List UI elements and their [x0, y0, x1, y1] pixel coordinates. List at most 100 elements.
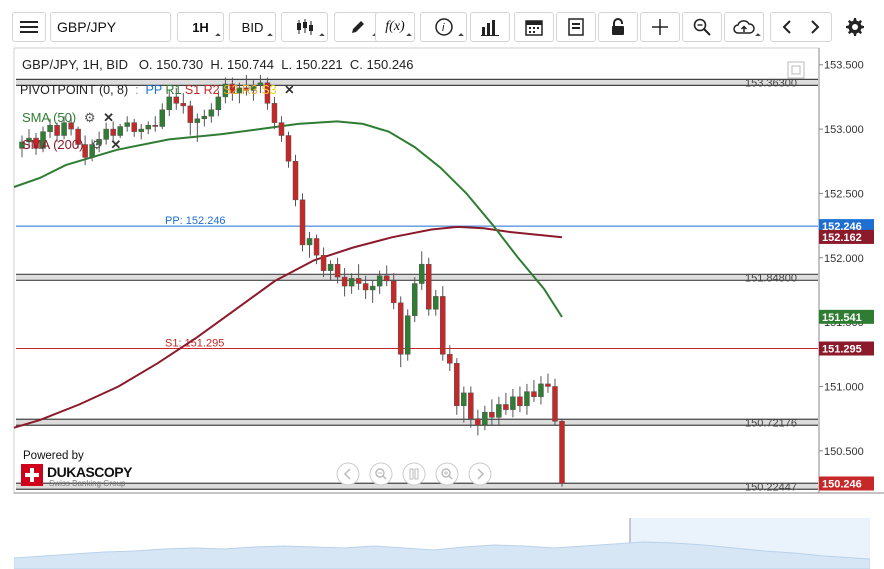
- candle-body: [103, 128, 109, 140]
- volume-button[interactable]: [470, 12, 510, 42]
- rewind-icon[interactable]: [336, 462, 360, 486]
- dukascopy-logo[interactable]: DUKASCOPY Swiss Banking Group: [21, 462, 141, 488]
- sma200-label: SMA (200): [22, 137, 84, 152]
- level-label: 151.84800: [745, 272, 797, 284]
- candle-body: [376, 275, 383, 287]
- info-icon: i: [434, 18, 453, 36]
- price-tick-label: 153.000: [824, 124, 864, 136]
- symbol-selector[interactable]: GBP/JPY: [50, 12, 171, 42]
- candle-body: [117, 126, 123, 136]
- candle-body: [40, 131, 46, 149]
- indicators-button[interactable]: f(x): [375, 12, 415, 42]
- cloud-button[interactable]: [724, 12, 764, 42]
- menu-button[interactable]: [12, 12, 46, 42]
- sma50-close-icon[interactable]: ✕: [103, 110, 114, 125]
- candle-body: [461, 392, 467, 407]
- level-label: 150.72176: [745, 417, 797, 429]
- sma50-line: [13, 120, 563, 318]
- candle-body: [433, 296, 439, 310]
- chevron-right-icon[interactable]: [809, 19, 821, 35]
- level-label: 153.36300: [745, 77, 797, 89]
- candle-body: [404, 315, 411, 355]
- bar-chart-icon: [481, 20, 499, 36]
- candle-body: [243, 87, 250, 91]
- candle-body: [538, 383, 544, 398]
- chevron-left-icon[interactable]: [781, 19, 793, 35]
- play-icon[interactable]: [468, 462, 492, 486]
- candle-body: [47, 124, 53, 132]
- zoom-button[interactable]: [682, 12, 722, 42]
- zoom-out-icon[interactable]: [369, 462, 393, 486]
- draw-button[interactable]: [334, 12, 381, 42]
- candle-body: [19, 141, 25, 149]
- candle-body: [89, 144, 95, 158]
- price-chart[interactable]: 153.36300 PP: 152.246 151.84800 S1: 151.295…: [0, 0, 884, 500]
- candle-body: [362, 283, 369, 291]
- close-value: C. 150.246: [349, 57, 414, 72]
- candle-body: [264, 82, 271, 104]
- candlestick-icon: [296, 19, 313, 35]
- candle-body: [180, 103, 187, 107]
- pivot-legend-item: S3: [261, 83, 281, 97]
- candle-body: [524, 391, 530, 407]
- level-band: [16, 79, 818, 86]
- powered-by-label: Powered by: [23, 450, 84, 462]
- candle-body: [82, 144, 88, 158]
- candle-body: [96, 139, 102, 145]
- ohlc-legend: GBP/JPY, 1H, BID O. 150.730 H. 150.744 L…: [22, 57, 414, 72]
- indicators-label: f(x): [385, 19, 405, 34]
- price-tag-label: 152.162: [822, 232, 862, 244]
- chart-type-button[interactable]: [281, 12, 328, 42]
- sma200-settings-icon[interactable]: ⚙: [91, 137, 103, 152]
- navigator-strip[interactable]: [14, 518, 870, 569]
- candle-body: [411, 283, 418, 316]
- template-button[interactable]: [556, 12, 596, 42]
- candle-body: [215, 96, 222, 111]
- svg-text:i: i: [442, 22, 445, 34]
- candle-body: [124, 122, 130, 127]
- candle-body: [306, 238, 313, 246]
- pivot-legend[interactable]: PIVOTPOINT (0, 8) : PP R1 S1 R2 S2 R3 S3…: [20, 83, 295, 97]
- timeframe-button[interactable]: 1H: [177, 12, 224, 42]
- candle-body: [426, 263, 432, 310]
- price-tag: [819, 476, 874, 491]
- symbol-label: GBP/JPY: [57, 19, 117, 35]
- template-icon: [568, 18, 584, 36]
- candle-body: [236, 87, 243, 94]
- zoom-icon: [693, 18, 711, 36]
- candle-body: [110, 128, 116, 136]
- sma200-line: [13, 225, 563, 429]
- sma50-legend[interactable]: SMA (50) ⚙ ✕: [22, 110, 114, 126]
- level-label: S1: 151.295: [165, 338, 224, 350]
- sma50-settings-icon[interactable]: ⚙: [83, 110, 96, 125]
- lock-button[interactable]: [598, 12, 638, 42]
- sma200-legend[interactable]: SMA (200) ⚙ ✕: [22, 137, 121, 153]
- candle-body: [299, 199, 306, 246]
- pause-icon[interactable]: [402, 462, 426, 486]
- candle-body: [166, 96, 173, 111]
- candle-body: [418, 263, 425, 284]
- side-button[interactable]: BID: [229, 12, 276, 42]
- info-button[interactable]: i: [420, 12, 467, 42]
- pivot-legend-item: S1: [184, 83, 204, 97]
- pivot-close-icon[interactable]: ✕: [284, 83, 295, 97]
- calendar-button[interactable]: [514, 12, 554, 42]
- crosshair-button[interactable]: [640, 12, 680, 42]
- zoom-in-icon[interactable]: [435, 462, 459, 486]
- level-band: [16, 419, 818, 426]
- candle-body: [75, 128, 81, 145]
- candle-body: [517, 396, 523, 407]
- candle-body: [369, 285, 376, 291]
- candle-body: [278, 122, 285, 136]
- pivot-legend-item: R1: [165, 83, 185, 97]
- candle-body: [489, 411, 495, 418]
- settings-button[interactable]: [840, 12, 870, 42]
- candle-body: [440, 296, 446, 355]
- timeframe-label: 1H: [192, 19, 209, 35]
- popout-icon[interactable]: [787, 61, 805, 79]
- candle-body: [61, 122, 67, 136]
- navigation-buttons: [770, 12, 832, 42]
- candle-body: [292, 161, 299, 201]
- price-tick-label: 150.500: [824, 446, 864, 458]
- sma200-close-icon[interactable]: ✕: [110, 137, 122, 152]
